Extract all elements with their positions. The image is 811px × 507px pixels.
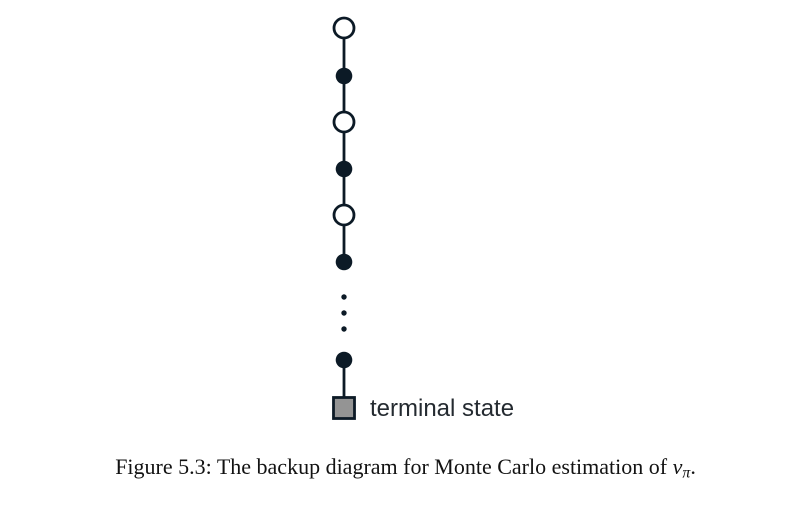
ellipsis-dot bbox=[341, 310, 347, 316]
action-node bbox=[335, 351, 353, 369]
state-node bbox=[332, 203, 356, 227]
caption-value-symbol: v bbox=[672, 454, 683, 479]
ellipsis-dot bbox=[341, 294, 347, 300]
state-node bbox=[332, 110, 356, 134]
terminal-state-label: terminal state bbox=[370, 395, 515, 422]
action-node bbox=[335, 253, 353, 271]
caption-value-subscript: π bbox=[682, 464, 691, 482]
caption-text: Figure 5.3: The backup diagram for Monte… bbox=[115, 454, 673, 479]
state-node bbox=[332, 16, 356, 40]
caption-period: . bbox=[690, 454, 696, 479]
terminal-state-node bbox=[332, 396, 356, 420]
figure-caption: Figure 5.3: The backup diagram for Monte… bbox=[0, 452, 811, 482]
action-node bbox=[335, 160, 353, 178]
ellipsis-dot bbox=[341, 326, 347, 332]
action-node bbox=[335, 67, 353, 85]
